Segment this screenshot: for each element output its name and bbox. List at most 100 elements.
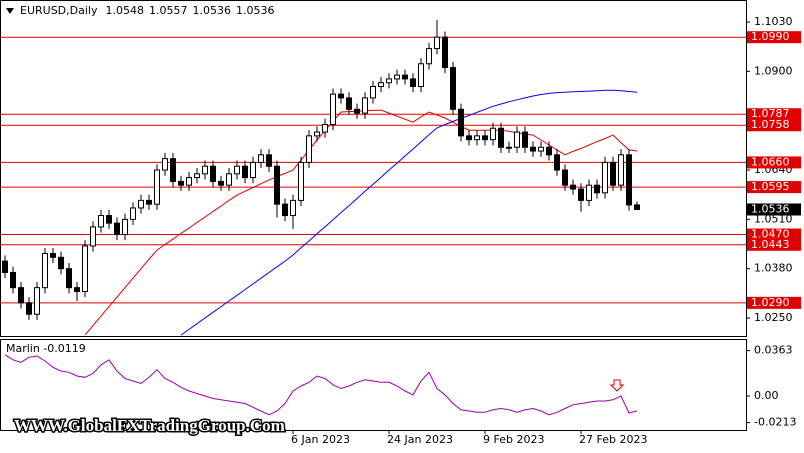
y-tick-label: 1.0900 (754, 64, 793, 77)
indicator-y-tick-label: 0.0363 (754, 344, 793, 357)
last-low: 1.0536 (192, 4, 231, 17)
candle-body (170, 158, 176, 182)
candle-body (98, 215, 104, 228)
candle-body (42, 253, 48, 289)
candle-body (418, 63, 424, 88)
candle-body (570, 184, 576, 190)
candle-body (74, 287, 80, 292)
candle-body (482, 135, 488, 141)
candle-body (506, 146, 512, 149)
candle-body (26, 302, 32, 315)
indicator-title: Marlin -0.0119 (6, 342, 86, 355)
level-label: 1.0758 (751, 118, 790, 131)
candle-body (154, 169, 160, 205)
candle-body (226, 173, 232, 186)
down-arrow (609, 379, 625, 392)
candle-body (514, 131, 520, 148)
candle-body (242, 165, 248, 179)
level-label-box (747, 156, 801, 169)
y-tick-label: 1.0510 (754, 212, 793, 225)
level-label: 1.0595 (751, 180, 790, 193)
candle-body (234, 165, 240, 175)
candle-body (314, 131, 320, 137)
candle-body (2, 260, 8, 273)
main-panel-frame (0, 0, 747, 337)
candle-body (426, 48, 432, 65)
candle-body (362, 97, 368, 114)
candle-body (354, 108, 360, 114)
indicator-y-tick-label: -0.0213 (754, 416, 796, 429)
level-label-box (747, 31, 801, 44)
candle-body (378, 82, 384, 88)
candle-body (10, 271, 16, 289)
candle-body (546, 146, 552, 156)
candle-body (290, 199, 296, 217)
last-open: 1.0548 (105, 4, 144, 17)
level-label: 1.0660 (751, 155, 790, 168)
level-label-box (747, 119, 801, 132)
level-label-box (747, 181, 801, 194)
candle-body (114, 222, 120, 236)
candle-body (106, 215, 112, 224)
candle-body (610, 161, 616, 186)
candle-body (474, 135, 480, 141)
chart-header: EURUSD,Daily 1.0548 1.0557 1.0536 1.0536 (20, 4, 274, 17)
candle-body (578, 188, 584, 201)
candle-body (442, 36, 448, 69)
candle-body (130, 207, 136, 220)
indicator-panel-frame (0, 339, 747, 431)
menu-triangle (6, 8, 14, 14)
candle-body (306, 135, 312, 163)
candle-body (34, 287, 40, 315)
candle-body (58, 256, 64, 270)
candle-body (122, 218, 128, 236)
candle-body (146, 199, 152, 205)
candle-body (66, 268, 72, 289)
candle-body (602, 161, 608, 194)
candle-body (498, 127, 504, 148)
candle-body (274, 165, 280, 205)
last-close: 1.0536 (236, 4, 275, 17)
candle-body (202, 165, 208, 175)
candle-body (138, 199, 144, 209)
x-tick-label: 6 Jan 2023 (291, 433, 350, 446)
candle-body (186, 177, 192, 186)
level-label: 1.0470 (751, 228, 790, 241)
candle-body (282, 203, 288, 217)
candle-body (178, 180, 184, 186)
moving-average-line (180, 89, 638, 336)
current-price-box (747, 203, 801, 216)
candle-body (330, 93, 336, 125)
y-tick-label: 1.1030 (754, 15, 793, 28)
candle-body (194, 173, 200, 179)
candle-body (466, 135, 472, 141)
candle-body (82, 245, 88, 292)
candle-body (450, 67, 456, 110)
candle-body (250, 161, 256, 179)
candle-body (210, 165, 216, 182)
candle-body (490, 127, 496, 141)
candle-body (458, 108, 464, 137)
candle-body (634, 204, 640, 210)
level-label: 1.0290 (751, 296, 790, 309)
candle-body (90, 226, 96, 247)
x-tick-label: 9 Feb 2023 (483, 433, 544, 446)
level-label-box (747, 108, 801, 121)
candle-body (386, 78, 392, 84)
candle-body (346, 97, 352, 110)
candle-body (298, 161, 304, 201)
candle-body (538, 146, 544, 152)
candle-body (370, 86, 376, 99)
candle-body (266, 154, 272, 167)
candle-body (162, 158, 168, 171)
candle-body (554, 154, 560, 171)
y-tick-label: 1.0380 (754, 262, 793, 275)
x-tick-label: 27 Feb 2023 (579, 433, 647, 446)
x-tick-label: 24 Jan 2023 (387, 433, 453, 446)
candle-body (618, 154, 624, 186)
level-label-box (747, 296, 801, 309)
candle-body (522, 131, 528, 148)
